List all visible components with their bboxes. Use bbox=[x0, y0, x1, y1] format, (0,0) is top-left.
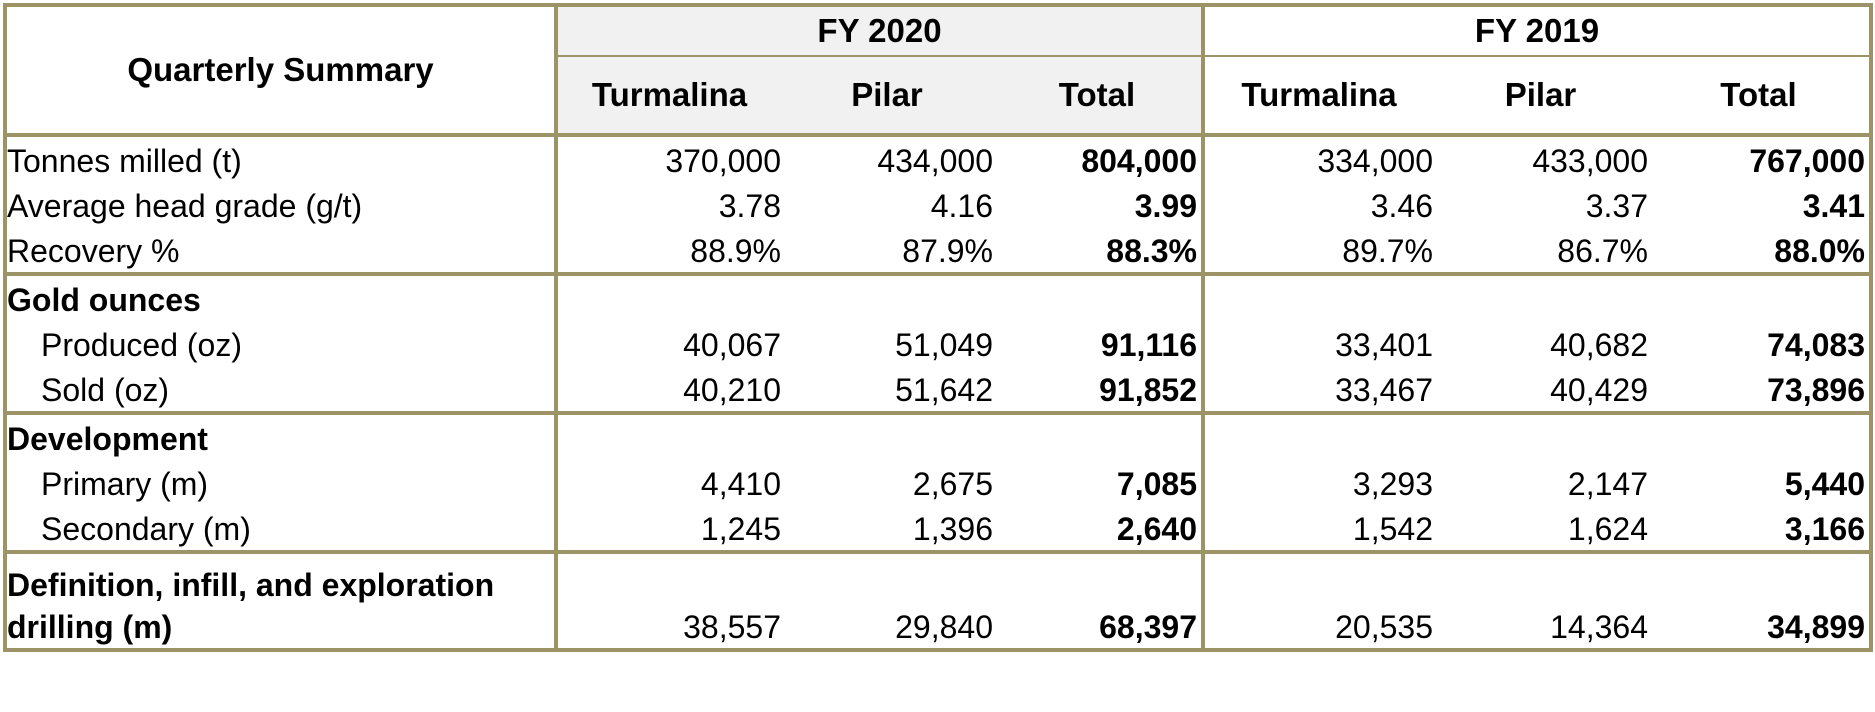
cell-value: 2,147 bbox=[1567, 466, 1648, 502]
empty-cell bbox=[1203, 274, 1433, 321]
empty-cell bbox=[1203, 413, 1433, 460]
table-title: Quarterly Summary bbox=[3, 3, 558, 137]
row-label: Produced (oz) bbox=[3, 321, 558, 366]
cell-value: 4,410 bbox=[700, 466, 781, 502]
cell-value: 3.46 bbox=[1370, 188, 1433, 224]
table-row-secondary: Secondary (m) 1,245 1,396 2,640 1,542 1,… bbox=[3, 505, 1873, 554]
cell-value: 33,467 bbox=[1203, 366, 1433, 415]
row-label: Recovery % bbox=[3, 227, 558, 276]
cell-value: 370,000 bbox=[665, 143, 781, 179]
table-row-primary: Primary (m) 4,410 2,675 7,085 3,293 2,14… bbox=[3, 460, 1873, 505]
cell-value: 89.7% bbox=[1203, 227, 1433, 276]
table-row-head-grade: Average head grade (g/t) 3.78 4.16 3.99 … bbox=[3, 182, 1873, 227]
cell-total: 91,852 bbox=[993, 366, 1205, 415]
cell-total: 804,000 bbox=[993, 135, 1205, 182]
cell-total: 7,085 bbox=[993, 460, 1205, 505]
cell-value: 20,535 bbox=[1203, 552, 1433, 652]
quarterly-summary-table: Quarterly Summary FY 2020 FY 2019 Turmal… bbox=[3, 3, 1873, 652]
fy2019-turmalina-header: Turmalina bbox=[1203, 56, 1433, 137]
row-label: Primary (m) bbox=[3, 460, 558, 505]
cell-value: 40,067 bbox=[683, 327, 781, 363]
cell-value: 86.7% bbox=[1433, 227, 1648, 276]
cell-total: 34,899 bbox=[1648, 552, 1873, 652]
cell-value: 40,210 bbox=[556, 366, 781, 415]
table-row-sold: Sold (oz) 40,210 51,642 91,852 33,467 40… bbox=[3, 366, 1873, 415]
cell-value: 1,245 bbox=[556, 505, 781, 554]
cell-value: 38,557 bbox=[556, 552, 781, 652]
cell-total: 3.99 bbox=[993, 182, 1205, 227]
empty-cell bbox=[1648, 413, 1873, 460]
row-label: Definition, infill, and exploration dril… bbox=[3, 552, 558, 652]
cell-value: 1,396 bbox=[781, 505, 993, 554]
empty-cell bbox=[993, 274, 1205, 321]
fy2020-pilar-header: Pilar bbox=[781, 56, 993, 137]
empty-cell bbox=[993, 413, 1205, 460]
cell-total: 2,640 bbox=[993, 505, 1205, 554]
empty-cell bbox=[781, 274, 993, 321]
row-label: Tonnes milled (t) bbox=[3, 135, 558, 182]
cell-value: 1,542 bbox=[1203, 505, 1433, 554]
cell-total: 91,116 bbox=[993, 321, 1205, 366]
cell-value: 3.37 bbox=[1585, 188, 1648, 224]
cell-value: 3.78 bbox=[718, 188, 781, 224]
empty-cell bbox=[556, 274, 781, 321]
table-row-tonnes-milled: Tonnes milled (t) 370,000 434,000 804,00… bbox=[3, 135, 1873, 182]
fy2019-header: FY 2019 bbox=[1203, 3, 1873, 57]
cell-value: 33,401 bbox=[1335, 327, 1433, 363]
cell-value: 51,642 bbox=[781, 366, 993, 415]
fy2019-total-header: Total bbox=[1648, 56, 1873, 137]
cell-value: 2,675 bbox=[912, 466, 993, 502]
fy2019-pilar-header: Pilar bbox=[1433, 56, 1648, 137]
cell-value: 433,000 bbox=[1532, 143, 1648, 179]
cell-total: 3.41 bbox=[1648, 182, 1873, 227]
cell-total: 88.3% bbox=[993, 227, 1205, 276]
table-row-development-heading: Development bbox=[3, 413, 1873, 460]
section-heading: Development bbox=[3, 413, 558, 460]
cell-value: 334,000 bbox=[1317, 143, 1433, 179]
empty-cell bbox=[1648, 274, 1873, 321]
empty-cell bbox=[1433, 274, 1648, 321]
cell-total: 3,166 bbox=[1648, 505, 1873, 554]
row-label: Sold (oz) bbox=[3, 366, 558, 415]
cell-value: 29,840 bbox=[781, 552, 993, 652]
cell-value: 434,000 bbox=[877, 143, 993, 179]
cell-total: 88.0% bbox=[1648, 227, 1873, 276]
table-row-gold-ounces-heading: Gold ounces bbox=[3, 274, 1873, 321]
cell-value: 40,429 bbox=[1433, 366, 1648, 415]
table-row-drilling: Definition, infill, and exploration dril… bbox=[3, 552, 1873, 652]
cell-value: 4.16 bbox=[930, 188, 993, 224]
fy2020-total-header: Total bbox=[993, 56, 1205, 137]
table-row-recovery: Recovery % 88.9% 87.9% 88.3% 89.7% 86.7%… bbox=[3, 227, 1873, 276]
empty-cell bbox=[556, 413, 781, 460]
cell-value: 40,682 bbox=[1550, 327, 1648, 363]
cell-value: 87.9% bbox=[781, 227, 993, 276]
cell-total: 74,083 bbox=[1648, 321, 1873, 366]
cell-total: 68,397 bbox=[993, 552, 1205, 652]
section-heading: Gold ounces bbox=[3, 274, 558, 321]
cell-total: 767,000 bbox=[1648, 135, 1873, 182]
empty-cell bbox=[781, 413, 993, 460]
cell-value: 1,624 bbox=[1433, 505, 1648, 554]
cell-value: 14,364 bbox=[1433, 552, 1648, 652]
fy2020-turmalina-header: Turmalina bbox=[554, 56, 781, 137]
cell-value: 51,049 bbox=[895, 327, 993, 363]
table-row-produced: Produced (oz) 40,067 51,049 91,116 33,40… bbox=[3, 321, 1873, 366]
cell-value: 3,293 bbox=[1352, 466, 1433, 502]
cell-total: 5,440 bbox=[1648, 460, 1873, 505]
cell-total: 73,896 bbox=[1648, 366, 1873, 415]
fy2020-header: FY 2020 bbox=[554, 3, 1205, 57]
row-label: Secondary (m) bbox=[3, 505, 558, 554]
empty-cell bbox=[1433, 413, 1648, 460]
cell-value: 88.9% bbox=[556, 227, 781, 276]
row-label: Average head grade (g/t) bbox=[3, 182, 558, 227]
